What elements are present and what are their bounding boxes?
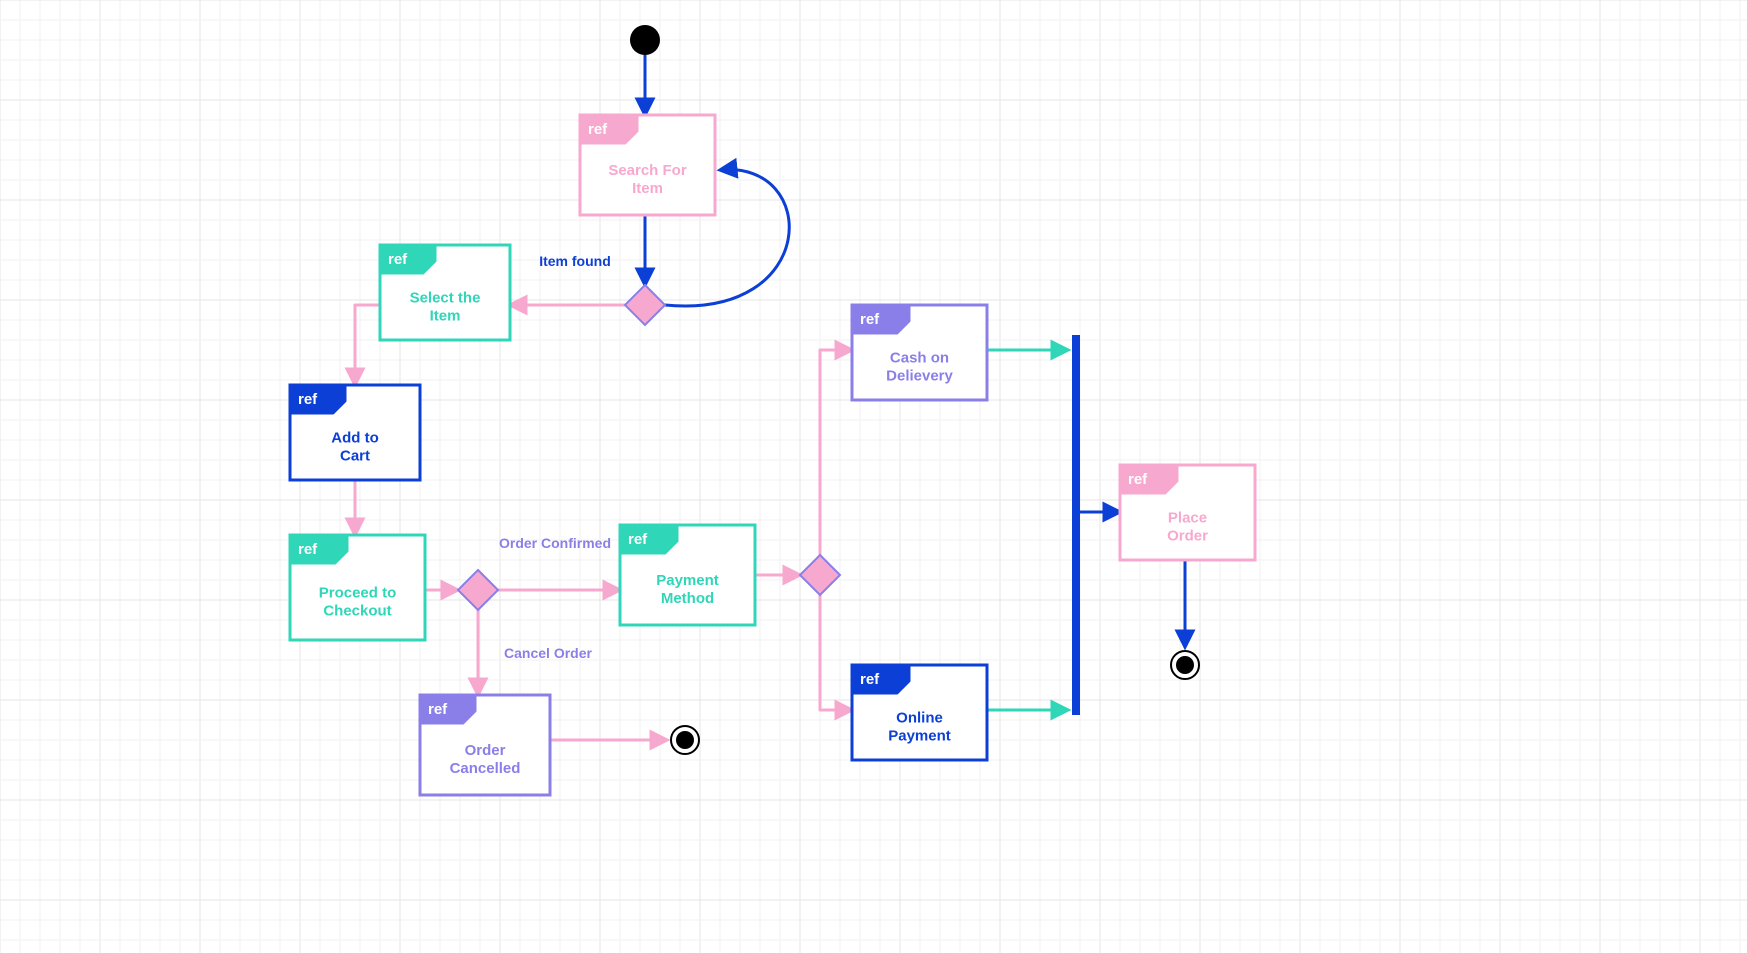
edge-label: Item found: [539, 253, 611, 269]
end-node-end2: [1171, 651, 1199, 679]
ref-tab-label: ref: [298, 391, 318, 408]
ref-node-select: refSelect theItem: [380, 245, 510, 340]
ref-node-place: ref PlaceOrder: [1120, 465, 1255, 560]
ref-node-addcart: refAdd toCart: [290, 385, 420, 480]
ref-tab-label: ref: [860, 671, 880, 688]
ref-tab-label: ref: [628, 531, 648, 548]
ref-tab-label: ref: [588, 121, 608, 138]
ref-tab-label: ref: [298, 541, 318, 558]
end-node-end1: [671, 726, 699, 754]
ref-node-cancel: refOrderCancelled: [420, 695, 550, 795]
ref-body-label: Cash onDelievery: [886, 350, 953, 385]
edge-label: Order Confirmed: [499, 535, 611, 551]
ref-node-paymeth: ref PaymentMethod: [620, 525, 755, 625]
ref-node-cod: ref Cash onDelievery: [852, 305, 987, 400]
ref-node-checkout: ref Proceed toCheckout: [290, 535, 425, 640]
ref-body-label: PlaceOrder: [1167, 510, 1208, 545]
ref-tab-label: ref: [428, 701, 448, 718]
ref-tab-label: ref: [860, 311, 880, 328]
ref-node-search: refSearch ForItem: [580, 115, 715, 215]
edge-label: Cancel Order: [504, 645, 592, 661]
start-node: [630, 25, 660, 55]
join-bar: [1072, 335, 1080, 715]
ref-body-label: Proceed toCheckout: [319, 585, 397, 620]
diagram-canvas: Item found Order Confirmed Cancel Order ref…: [0, 0, 1747, 953]
ref-tab-label: ref: [388, 251, 408, 268]
ref-tab-label: ref: [1128, 471, 1148, 488]
ref-body-label: OnlinePayment: [888, 710, 951, 745]
ref-node-online: ref OnlinePayment: [852, 665, 987, 760]
ref-body-label: PaymentMethod: [656, 572, 719, 607]
